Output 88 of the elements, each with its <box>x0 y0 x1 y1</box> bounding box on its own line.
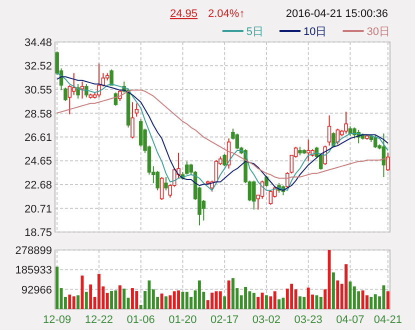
candlestick <box>80 81 84 100</box>
candlestick <box>130 102 134 139</box>
candlestick <box>84 84 88 98</box>
bar <box>218 291 222 309</box>
bar <box>302 296 306 309</box>
x-tick-label: 02-17 <box>210 314 239 326</box>
bar <box>68 294 72 309</box>
candlestick <box>76 84 80 100</box>
bar <box>56 266 59 309</box>
candlestick <box>97 63 101 98</box>
bar <box>370 296 373 309</box>
bar <box>336 280 340 309</box>
bar <box>278 299 280 309</box>
bar <box>168 295 172 309</box>
y-tick-label: 30.55 <box>24 84 52 96</box>
y-tick-label: 92966 <box>21 284 52 296</box>
legend-label: 30日 <box>366 26 390 38</box>
bar <box>131 288 134 309</box>
bar <box>118 285 122 309</box>
bar <box>98 274 100 309</box>
bar <box>172 291 176 309</box>
bar <box>386 291 390 309</box>
x-tick-label: 03-23 <box>294 314 322 326</box>
x-tick-label: 12-22 <box>84 314 114 326</box>
bar <box>135 291 138 309</box>
y-tick-label: 185933 <box>15 264 52 277</box>
candlestick <box>185 160 189 176</box>
bar <box>232 278 234 309</box>
line-series <box>56 90 388 179</box>
text: 2016-04-21 15:00:36 <box>286 8 388 20</box>
bar <box>110 291 113 309</box>
candlestick <box>264 175 268 188</box>
candlestick <box>222 154 226 167</box>
bar <box>72 296 76 309</box>
legend-label: 5日 <box>246 26 264 38</box>
y-tick-label: 34.48 <box>24 37 52 49</box>
candlestick <box>110 69 114 86</box>
candlestick <box>332 132 336 148</box>
y-tick-label: 24.65 <box>24 156 52 168</box>
x-tick-label: 01-20 <box>168 314 197 326</box>
x-tick-label: 12-09 <box>43 314 72 326</box>
bar <box>210 292 214 309</box>
bar <box>374 294 377 309</box>
candlestick <box>134 102 139 118</box>
bar <box>185 292 188 309</box>
candlestick <box>344 111 348 134</box>
text: 2.04%↑ <box>208 8 245 20</box>
y-tick-label: 26.61 <box>24 132 52 144</box>
bar <box>177 290 180 309</box>
bar <box>298 296 302 309</box>
bar <box>332 272 335 309</box>
candlestick <box>68 84 72 115</box>
bar <box>265 295 268 309</box>
x-tick-label: 01-06 <box>126 314 155 326</box>
bar <box>198 280 201 309</box>
bar <box>223 296 226 309</box>
bar <box>256 296 260 309</box>
candlestick <box>138 118 143 148</box>
y-tick-label: 278899 <box>15 245 52 257</box>
bar <box>273 291 276 309</box>
bar <box>344 264 348 309</box>
y-tick-label: 20.71 <box>24 203 52 216</box>
text: 24.95 <box>170 8 198 20</box>
candlestick <box>327 114 332 146</box>
bar <box>252 292 256 309</box>
bar <box>122 288 126 309</box>
y-tick-label: 28.58 <box>24 108 52 120</box>
bar <box>244 287 247 309</box>
bar <box>290 284 294 309</box>
bar <box>89 284 92 309</box>
bar <box>164 296 168 309</box>
candlestick <box>306 139 310 162</box>
candlestick <box>268 190 273 206</box>
x-tick-label: 04-07 <box>336 314 364 326</box>
bar <box>76 295 80 309</box>
candlestick <box>235 133 240 150</box>
bar <box>319 296 322 309</box>
candlestick <box>252 180 256 210</box>
x-tick-label: 04-21 <box>374 314 402 326</box>
candlestick <box>160 176 164 200</box>
legend-label: 10日 <box>304 26 327 38</box>
x-tick-label: 03-02 <box>252 314 281 326</box>
candlestick <box>164 176 168 191</box>
y-tick-label: 18.75 <box>24 227 52 239</box>
bar <box>306 288 310 309</box>
bar <box>84 292 88 309</box>
y-tick-label: 22.68 <box>24 180 52 192</box>
y-tick-label: 32.52 <box>24 60 52 73</box>
